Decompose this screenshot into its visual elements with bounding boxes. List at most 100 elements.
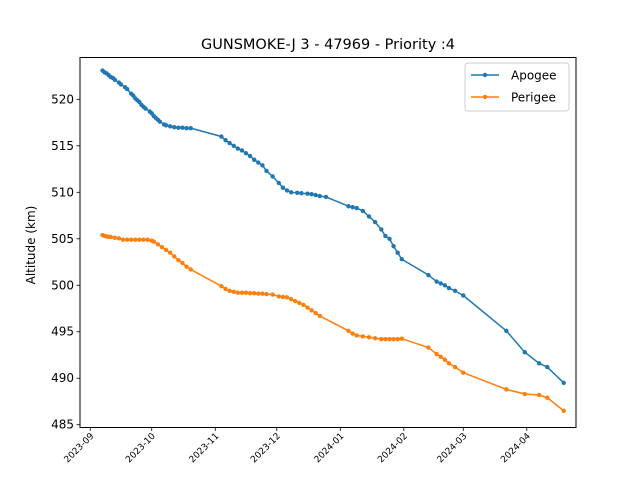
data-point [243, 290, 249, 295]
data-point [426, 345, 431, 350]
data-point [184, 264, 189, 269]
data-point [270, 292, 275, 297]
data-point [231, 143, 236, 149]
data-point [256, 291, 261, 296]
data-point [399, 336, 404, 341]
data-point [157, 119, 163, 124]
data-point [184, 125, 189, 131]
data-point [141, 237, 146, 242]
data-point [360, 208, 366, 214]
data-point [231, 289, 236, 294]
data-point [305, 191, 310, 196]
data-point [155, 242, 161, 247]
data-point [133, 237, 138, 242]
data-point [395, 250, 400, 255]
data-point [461, 293, 466, 298]
data-point [270, 174, 275, 179]
legend-marker [482, 72, 488, 78]
data-point [172, 125, 177, 130]
data-point [313, 192, 318, 198]
data-point [239, 148, 245, 153]
data-point [129, 237, 134, 242]
data-point [227, 140, 232, 146]
data-point [284, 295, 290, 300]
data-point [446, 361, 452, 366]
data-point [223, 138, 228, 143]
data-point [288, 297, 294, 302]
data-point [256, 160, 261, 165]
data-point [264, 168, 269, 174]
data-point [366, 214, 372, 219]
data-point [260, 163, 265, 168]
data-point [446, 285, 452, 291]
data-point [317, 193, 323, 199]
data-point [163, 247, 169, 253]
data-point [159, 244, 165, 250]
data-point [438, 354, 443, 360]
data-point [434, 351, 439, 357]
data-point [545, 364, 550, 370]
data-point [297, 300, 302, 306]
data-point [235, 146, 241, 151]
data-point [295, 190, 300, 195]
data-point [350, 204, 355, 210]
data-point [124, 237, 130, 242]
data-point [118, 82, 124, 87]
data-point [452, 288, 458, 294]
data-point [299, 191, 304, 196]
data-point [379, 336, 384, 342]
data-point [383, 336, 388, 342]
data-point [309, 308, 314, 313]
data-point [108, 234, 113, 240]
data-point [180, 260, 185, 266]
data-point [172, 254, 177, 259]
data-point [167, 250, 173, 255]
data-point [227, 288, 232, 294]
data-point [354, 205, 359, 211]
data-point [452, 364, 458, 370]
data-point [346, 204, 351, 209]
data-point [151, 239, 156, 244]
y-axis: 485 490 495 500 505 510 515 520 [51, 92, 80, 432]
data-point [276, 180, 282, 186]
legend-marker [482, 94, 488, 100]
data-point [504, 328, 509, 334]
data-point [313, 310, 318, 316]
data-point [442, 357, 448, 362]
data-point [116, 236, 122, 241]
data-point [293, 298, 298, 304]
data-point [112, 235, 118, 241]
legend-label: Apogee [511, 69, 557, 83]
chart-title: GUNSMOKE-J 3 - 47969 - Priority :4 [201, 37, 455, 53]
data-point [383, 233, 388, 239]
data-point [260, 291, 265, 296]
data-point [188, 267, 193, 272]
data-point [247, 290, 253, 296]
y-tick-label: 510 [51, 185, 74, 199]
data-point [561, 380, 566, 386]
data-point [288, 190, 294, 195]
data-point [442, 283, 448, 288]
data-point [366, 335, 372, 340]
data-point [522, 349, 527, 355]
data-point [176, 125, 181, 130]
data-point [536, 361, 542, 366]
data-point [239, 290, 245, 295]
data-point [399, 257, 404, 262]
y-tick-label: 505 [51, 232, 74, 246]
y-axis-label: Altitude (km) [24, 206, 38, 285]
y-tick-label: 500 [51, 278, 74, 292]
data-point [504, 387, 509, 392]
data-point [438, 281, 443, 286]
data-point [276, 294, 282, 299]
legend: Apogee Perigee [464, 62, 570, 112]
y-tick-label: 485 [51, 418, 74, 432]
y-tick-label: 515 [51, 139, 74, 153]
data-point [264, 291, 269, 297]
data-point [137, 237, 142, 242]
data-point [176, 257, 181, 263]
series-apogee [100, 68, 566, 386]
data-point [143, 106, 148, 111]
data-point [163, 123, 169, 128]
